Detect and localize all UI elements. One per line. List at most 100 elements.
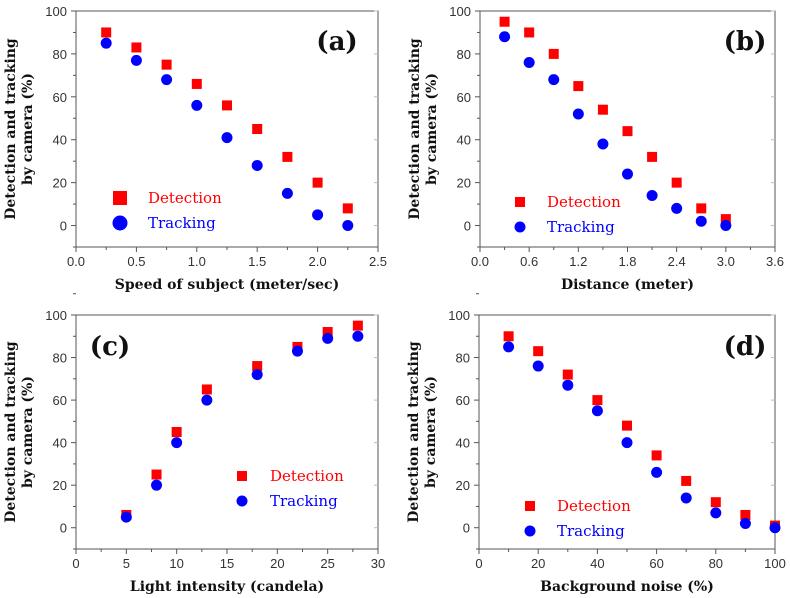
y-tick-label: 0	[60, 219, 67, 234]
x-tick-label: 30	[371, 556, 385, 571]
tracking-point	[523, 56, 535, 68]
x-tick-label: 0.6	[520, 254, 538, 269]
y-axis-label-line1: Detection and tracking	[407, 38, 423, 220]
y-tick-label: 20	[53, 478, 67, 493]
detection-point	[622, 126, 633, 137]
x-tick-label: 0.0	[471, 254, 489, 269]
detection-point	[647, 151, 658, 162]
x-tick-label: 10	[169, 556, 183, 571]
x-tick-label: 100	[764, 556, 786, 571]
legend-label-detection: Detection	[547, 193, 621, 211]
legend-marker-tracking	[514, 221, 526, 233]
tracking-point	[720, 220, 732, 232]
detection-point	[161, 59, 172, 70]
tracking-point	[499, 31, 511, 43]
detection-point	[282, 151, 293, 162]
detection-point	[503, 331, 514, 342]
legend-marker-detection	[515, 197, 525, 207]
tracking-point	[671, 202, 683, 214]
y-tick-label: 80	[53, 351, 67, 366]
detection-point	[696, 203, 707, 214]
legend: Detection Tracking	[236, 467, 344, 510]
tracking-point	[100, 37, 112, 49]
panel-a: 0.0 0.5 1.0 1.5 2.0 2.5 0 20 40 60 80 100 Speed of s…	[3, 4, 387, 293]
y-tick-label: 80	[457, 47, 471, 62]
tracking-point	[151, 479, 163, 491]
x-tick-label: 1.5	[248, 254, 266, 269]
tracking-point	[769, 522, 781, 534]
x-tick-label: 2.0	[309, 254, 327, 269]
detection-point	[222, 100, 232, 111]
x-tick-label: 3.0	[717, 254, 735, 269]
tracking-point	[281, 187, 293, 199]
series-detection	[101, 27, 353, 214]
x-tick-label: 25	[320, 556, 334, 571]
legend-marker-tracking	[524, 525, 536, 537]
detection-point	[622, 420, 632, 431]
detection-point	[342, 203, 353, 214]
detection-point	[710, 497, 721, 508]
tracking-point	[591, 405, 603, 417]
x-tick-label: 0	[475, 556, 482, 571]
x-tick-label: 3.6	[766, 254, 784, 269]
tracking-point	[312, 209, 324, 221]
y-tick-label: 80	[456, 351, 470, 366]
detection-point	[352, 320, 363, 331]
x-tick-label: 5	[123, 556, 130, 571]
detection-point	[671, 177, 682, 188]
legend-label-detection: Detection	[148, 189, 222, 207]
x-axis-label: Distance (meter)	[561, 277, 694, 293]
detection-point	[597, 104, 608, 115]
tracking-point	[622, 168, 633, 180]
tracking-point	[503, 341, 515, 353]
y-axis-label-line2: by camera (%)	[20, 73, 36, 185]
tracking-point	[171, 437, 183, 449]
y-tick-label: 40	[53, 133, 67, 148]
detection-point	[740, 509, 751, 520]
series-tracking	[499, 31, 732, 232]
y-tick-label: 80	[53, 47, 67, 62]
panel-label: (c)	[90, 332, 130, 362]
x-tick-label: 60	[649, 556, 663, 571]
panel-label: (a)	[316, 27, 357, 57]
tracking-point	[597, 138, 609, 150]
tracking-point	[322, 332, 334, 344]
y-tick-label: 20	[457, 176, 471, 191]
tracking-point	[621, 437, 633, 449]
tracking-point	[221, 132, 233, 144]
y-axis-label-line1: Detection and tracking	[3, 341, 19, 523]
y-tick-label: 100	[45, 308, 67, 323]
tracking-point	[120, 511, 132, 523]
y-tick-label: 100	[448, 308, 470, 323]
y-tick-label: 20	[53, 176, 67, 191]
x-tick-label: 0.5	[127, 254, 145, 269]
panel-b: 0.0 0.6 1.2 1.8 2.4 3.0 3.6 0 20 40 60 80 100 Distanc…	[407, 4, 784, 293]
y-tick-label: 40	[456, 436, 470, 451]
panel-label: (d)	[724, 332, 767, 362]
legend-marker-detection	[237, 471, 247, 481]
tracking-point	[161, 74, 173, 86]
detection-point	[533, 346, 544, 357]
panel-label: (b)	[724, 27, 767, 57]
legend-label-detection: Detection	[270, 467, 344, 485]
y-tick-label: 60	[53, 90, 67, 105]
tracking-point	[710, 507, 722, 519]
x-axis-label: Background noise (%)	[540, 579, 714, 595]
x-axis-label: Light intensity (candela)	[130, 579, 324, 595]
y-tick-label: 0	[60, 521, 67, 536]
y-tick-label: 20	[456, 478, 470, 493]
x-tick-label: 2.5	[369, 254, 387, 269]
detection-point	[252, 361, 263, 372]
legend: Detection Tracking	[524, 497, 631, 540]
y-tick-label: 60	[53, 393, 67, 408]
tracking-point	[532, 360, 544, 372]
detection-point	[573, 81, 584, 92]
y-tick-label: 0	[464, 219, 471, 234]
tracking-point	[651, 466, 663, 478]
legend-label-tracking: Tracking	[547, 218, 615, 236]
series-tracking	[120, 330, 364, 523]
detection-point	[592, 395, 603, 406]
y-axis-label-line2: by camera (%)	[424, 73, 440, 185]
detection-point	[651, 450, 662, 461]
detection-point	[562, 369, 573, 380]
